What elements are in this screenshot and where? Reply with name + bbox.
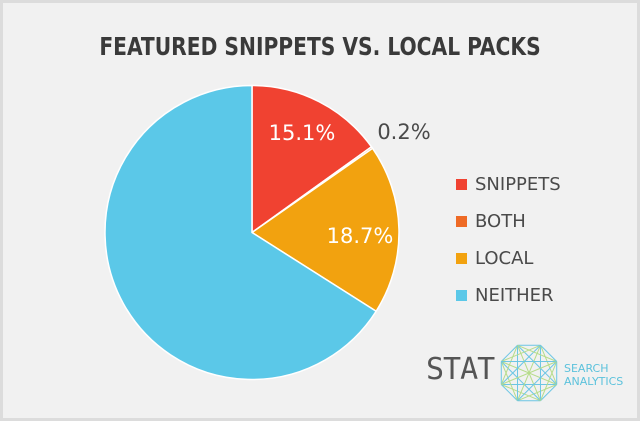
- both-value-label: 0.2%: [377, 120, 430, 144]
- logo-wordmark: STAT: [426, 352, 495, 387]
- pie-slice-neither: [104, 84, 378, 381]
- pie-slice-local: [250, 147, 400, 313]
- legend-item-local: LOCAL: [456, 240, 561, 277]
- local-swatch: [456, 253, 467, 264]
- both-swatch: [456, 216, 467, 227]
- snippets-value-label: 15.1%: [269, 121, 336, 145]
- chart-title: FEATURED SNIPPETS VS. LOCAL PACKS: [99, 32, 541, 61]
- neither-swatch: [456, 290, 467, 301]
- logo-tagline: SEARCH ANALYTICS: [564, 362, 624, 388]
- pie-slice-snippets: [251, 84, 373, 234]
- legend: SNIPPETS BOTH LOCAL NEITHER: [456, 166, 561, 314]
- stat-logo: STAT SEARCH ANALYTICS: [424, 340, 624, 410]
- legend-item-snippets: SNIPPETS: [456, 166, 561, 203]
- local-value-label: 18.7%: [327, 224, 394, 248]
- snippets-swatch: [456, 179, 467, 190]
- legend-item-both: BOTH: [456, 203, 561, 240]
- legend-item-neither: NEITHER: [456, 277, 561, 314]
- network-octagon-icon: [500, 344, 558, 402]
